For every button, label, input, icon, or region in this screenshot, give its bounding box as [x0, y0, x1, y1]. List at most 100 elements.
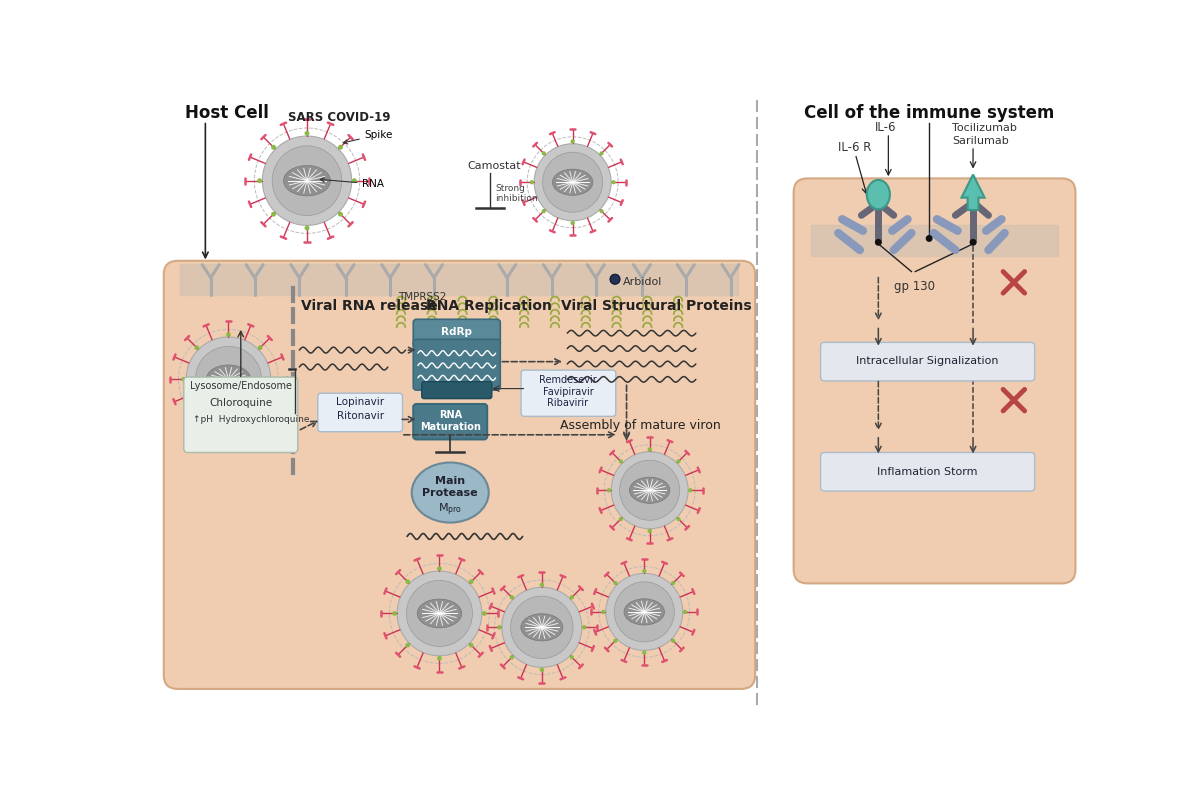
Circle shape [194, 409, 199, 414]
Circle shape [181, 377, 186, 382]
Circle shape [511, 596, 574, 658]
Circle shape [407, 581, 473, 646]
Ellipse shape [866, 180, 890, 209]
Circle shape [606, 574, 683, 650]
Circle shape [305, 131, 310, 136]
Circle shape [619, 460, 679, 520]
Circle shape [619, 459, 623, 463]
Circle shape [196, 346, 262, 412]
Circle shape [570, 139, 575, 143]
FancyBboxPatch shape [421, 382, 492, 398]
Circle shape [397, 571, 481, 656]
Circle shape [502, 587, 582, 667]
Text: Lopinavir: Lopinavir [336, 397, 384, 406]
Circle shape [497, 625, 502, 630]
Text: RdRp: RdRp [442, 327, 473, 338]
Text: Host Cell: Host Cell [185, 103, 269, 122]
Circle shape [541, 209, 546, 214]
Text: Tocilizumab: Tocilizumab [953, 122, 1018, 133]
Text: Chloroquine: Chloroquine [209, 398, 272, 407]
Circle shape [610, 274, 620, 284]
Text: SARS COVID-19: SARS COVID-19 [288, 110, 390, 124]
Circle shape [271, 377, 276, 382]
Circle shape [599, 209, 604, 214]
Text: Viral RNA release: Viral RNA release [301, 299, 438, 313]
Text: Camostat: Camostat [467, 161, 521, 171]
Circle shape [614, 582, 674, 642]
Circle shape [510, 655, 514, 659]
Text: Cell of the immune system: Cell of the immune system [804, 103, 1055, 122]
Circle shape [469, 643, 474, 647]
Text: Inflamation Storm: Inflamation Storm [877, 466, 978, 477]
Circle shape [194, 346, 199, 350]
Circle shape [257, 178, 262, 183]
Circle shape [601, 610, 606, 614]
Circle shape [642, 569, 647, 574]
Circle shape [437, 656, 442, 661]
Text: gp 130: gp 130 [894, 280, 935, 293]
Ellipse shape [624, 599, 665, 625]
FancyBboxPatch shape [163, 261, 755, 689]
Circle shape [272, 146, 342, 215]
Circle shape [406, 643, 410, 647]
Circle shape [437, 566, 442, 571]
Text: Intracellular Signalization: Intracellular Signalization [857, 356, 998, 366]
Circle shape [613, 581, 618, 585]
Ellipse shape [521, 614, 563, 641]
Circle shape [469, 579, 474, 584]
Circle shape [510, 595, 514, 599]
Text: Favipiravir: Favipiravir [542, 386, 594, 397]
Circle shape [338, 212, 343, 217]
Circle shape [529, 180, 534, 184]
Circle shape [541, 151, 546, 155]
Circle shape [406, 579, 410, 584]
FancyBboxPatch shape [184, 377, 298, 453]
Text: RNA: RNA [320, 178, 384, 189]
Circle shape [263, 136, 352, 226]
FancyBboxPatch shape [821, 342, 1034, 381]
Circle shape [671, 638, 676, 643]
Circle shape [599, 151, 604, 155]
Circle shape [226, 422, 230, 426]
Circle shape [392, 611, 397, 616]
Circle shape [648, 447, 652, 451]
FancyBboxPatch shape [413, 319, 500, 347]
Circle shape [611, 452, 688, 529]
Ellipse shape [418, 599, 462, 628]
Circle shape [534, 144, 611, 221]
Polygon shape [961, 174, 985, 210]
Circle shape [875, 239, 882, 246]
Circle shape [689, 488, 692, 492]
Circle shape [607, 488, 611, 492]
Text: TMPRSS2: TMPRSS2 [398, 292, 446, 302]
Text: RNA
Maturation: RNA Maturation [420, 410, 481, 432]
Circle shape [570, 655, 574, 659]
Circle shape [542, 152, 602, 212]
FancyBboxPatch shape [521, 370, 616, 416]
Text: Ritonavir: Ritonavir [336, 411, 384, 422]
Ellipse shape [283, 166, 330, 196]
Text: Lysosome/Endosome: Lysosome/Endosome [190, 382, 292, 391]
Circle shape [226, 332, 230, 337]
Text: IL-6: IL-6 [875, 121, 896, 134]
FancyBboxPatch shape [821, 453, 1034, 491]
Text: Viral Structural Proteins: Viral Structural Proteins [562, 299, 751, 313]
Circle shape [925, 235, 932, 242]
Text: $\mathregular{M_{pro}}$: $\mathregular{M_{pro}}$ [438, 502, 462, 518]
FancyBboxPatch shape [413, 339, 500, 390]
FancyBboxPatch shape [793, 178, 1075, 583]
Circle shape [352, 178, 356, 183]
Circle shape [677, 459, 680, 463]
Text: Arbidol: Arbidol [623, 278, 662, 287]
Text: Strong
inhibition: Strong inhibition [494, 184, 538, 203]
FancyBboxPatch shape [318, 394, 402, 432]
Text: Remdesevir: Remdesevir [539, 375, 596, 386]
Circle shape [648, 529, 652, 533]
Text: RNA Replication: RNA Replication [426, 299, 552, 313]
Circle shape [970, 239, 977, 246]
Circle shape [642, 650, 647, 655]
Text: ↑pH  Hydroxychloroquine: ↑pH Hydroxychloroquine [193, 415, 310, 425]
Ellipse shape [630, 477, 670, 503]
Circle shape [186, 337, 271, 422]
Circle shape [271, 212, 276, 217]
